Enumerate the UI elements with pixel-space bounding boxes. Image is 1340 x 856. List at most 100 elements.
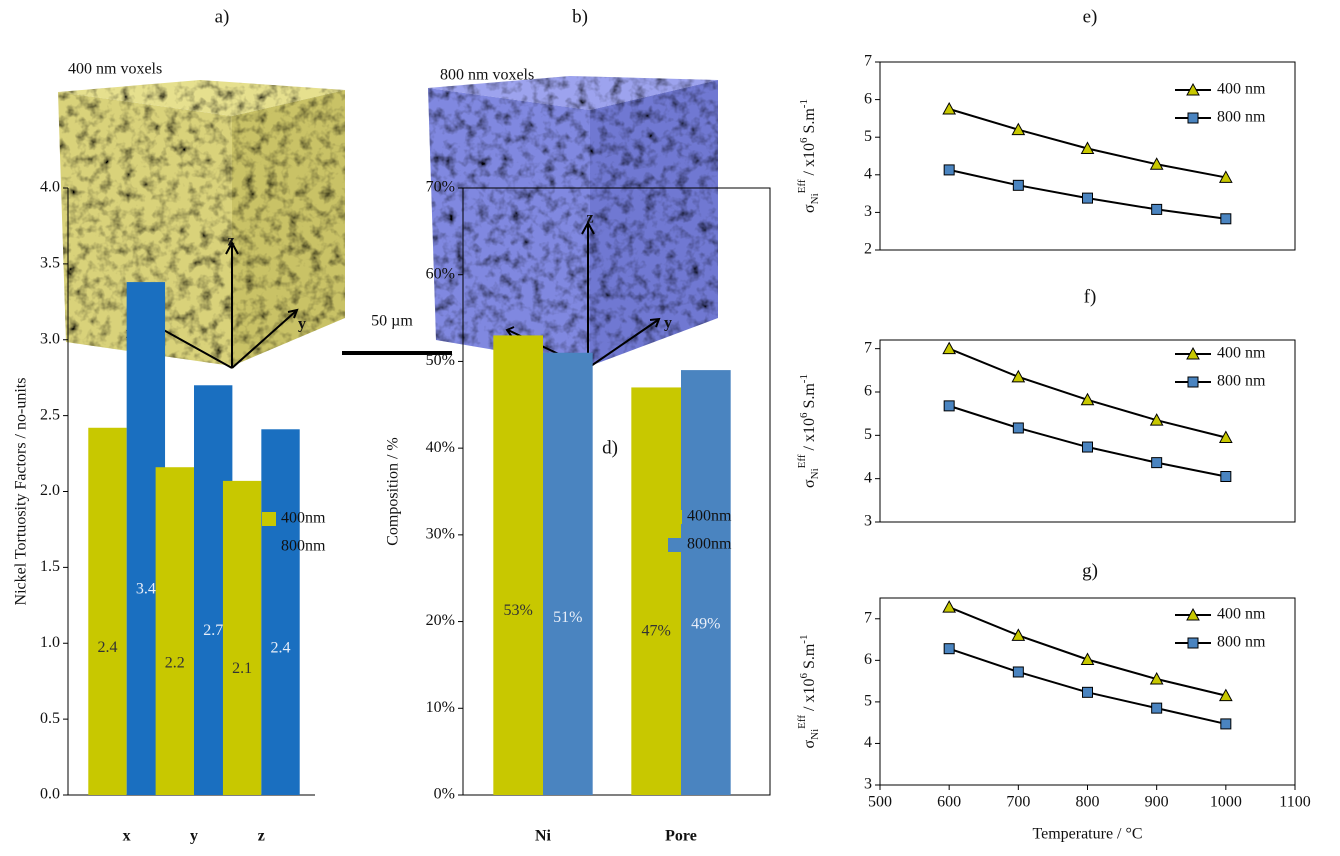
marker <box>1221 472 1231 482</box>
y-axis-label-part: S.m <box>801 643 818 673</box>
y-tick-label: 0.0 <box>40 786 60 803</box>
x-tick-label: 800 <box>1076 794 1100 811</box>
panel-caption: 800 nm voxels <box>440 67 534 84</box>
x-tick-label: Ni <box>535 828 552 845</box>
y-tick-label: 3 <box>864 513 872 530</box>
value-label: 53% <box>503 602 532 619</box>
y-axis-label-part: -1 <box>798 374 810 383</box>
x-tick-label: 1100 <box>1279 794 1310 811</box>
marker <box>1152 204 1162 214</box>
y-tick-label: 3.0 <box>40 330 60 347</box>
y-tick-label: 50% <box>426 352 455 369</box>
marker <box>1013 667 1023 677</box>
axis-letter: z <box>227 233 234 250</box>
value-label: 2.4 <box>271 639 291 656</box>
y-tick-label: 6 <box>864 383 872 400</box>
marker <box>1152 458 1162 468</box>
legend-marker <box>1188 377 1198 387</box>
panel-label: g) <box>1082 560 1098 581</box>
bar <box>493 335 543 795</box>
y-axis-label-part: / x10 <box>801 143 818 179</box>
y-axis-label-part: Eff <box>796 715 808 729</box>
y-tick-label: 2.0 <box>40 482 60 499</box>
y-tick-label: 1.5 <box>40 558 60 575</box>
x-axis-label: Temperature / °C <box>1032 826 1142 843</box>
legend-label: 400nm <box>687 508 732 525</box>
y-axis-label-part: Ni <box>809 193 821 204</box>
y-axis-label-part: Ni <box>809 729 821 740</box>
series-line <box>949 607 1226 696</box>
marker <box>944 401 954 411</box>
x-tick-label: Pore <box>665 828 697 845</box>
legend-swatch <box>668 538 682 552</box>
y-tick-label: 2 <box>864 241 872 258</box>
y-axis-label: σNiEff / x106 S.m-1 <box>796 99 821 213</box>
y-axis-label-part: Eff <box>796 454 808 468</box>
panel-label: f) <box>1084 286 1097 307</box>
value-label: 47% <box>641 623 670 640</box>
y-axis-label-part: / x10 <box>801 679 818 715</box>
legend-label: 400 nm <box>1217 606 1266 623</box>
x-tick-label: 600 <box>937 794 961 811</box>
y-tick-label: 4 <box>864 469 872 486</box>
y-tick-label: 6 <box>864 90 872 107</box>
y-tick-label: 3 <box>864 203 872 220</box>
y-tick-label: 0% <box>434 786 455 803</box>
legend-marker <box>1188 638 1198 648</box>
y-axis-label-part: Eff <box>796 179 808 193</box>
legend-label: 800 nm <box>1217 634 1266 651</box>
y-tick-label: 3 <box>864 776 872 793</box>
bar <box>156 467 194 795</box>
marker <box>944 644 954 654</box>
y-tick-label: 20% <box>426 612 455 629</box>
plot-frame <box>880 340 1295 522</box>
y-axis-label-part: / x10 <box>801 418 818 454</box>
marker <box>943 601 955 612</box>
x-tick-label: 500 <box>868 794 892 811</box>
marker <box>1221 214 1231 224</box>
bar <box>223 481 261 795</box>
marker <box>1083 193 1093 203</box>
x-tick-label: 1000 <box>1210 794 1242 811</box>
marker <box>1083 687 1093 697</box>
legend-label: 400 nm <box>1217 81 1266 98</box>
marker <box>1012 371 1024 382</box>
marker <box>1013 180 1023 190</box>
y-axis-label-part: S.m <box>801 383 818 413</box>
legend-label: 400nm <box>281 510 326 527</box>
y-axis-label-part: Ni <box>809 468 821 479</box>
y-tick-label: 40% <box>426 439 455 456</box>
x-tick-label: y <box>190 828 198 845</box>
y-tick-label: 7 <box>864 339 872 356</box>
y-tick-label: 5 <box>864 426 872 443</box>
y-axis-label-part: -1 <box>798 99 810 108</box>
value-label: 2.7 <box>203 622 223 639</box>
bar <box>261 429 299 795</box>
y-axis-label: Composition / % <box>385 437 402 545</box>
value-label: 49% <box>691 616 720 633</box>
bar <box>631 387 681 795</box>
legend-swatch <box>262 512 276 526</box>
legend-swatch <box>262 540 276 554</box>
value-label: 2.4 <box>97 639 117 656</box>
y-tick-label: 30% <box>426 526 455 543</box>
value-label: 2.2 <box>165 655 185 672</box>
axis-letter: z <box>586 210 593 227</box>
cube-800 <box>428 76 718 366</box>
y-tick-label: 4 <box>864 734 872 751</box>
panel-label: b) <box>572 6 588 27</box>
panel-label: e) <box>1083 6 1098 27</box>
y-tick-label: 3.5 <box>40 255 60 272</box>
y-axis-label: σNiEff / x106 S.m-1 <box>796 635 821 749</box>
y-tick-label: 70% <box>426 179 455 196</box>
y-axis-label-part: -1 <box>798 635 810 644</box>
bar <box>681 370 731 795</box>
scale-bar-label: 50 µm <box>371 313 413 330</box>
axis-letter: y <box>664 315 672 332</box>
y-tick-label: 4 <box>864 165 872 182</box>
y-tick-label: 60% <box>426 265 455 282</box>
bar <box>543 353 593 795</box>
marker <box>943 103 955 114</box>
y-axis-label: σNiEff / x106 S.m-1 <box>796 374 821 488</box>
y-axis-label: Nickel Tortuosity Factors / no-units <box>13 378 30 606</box>
